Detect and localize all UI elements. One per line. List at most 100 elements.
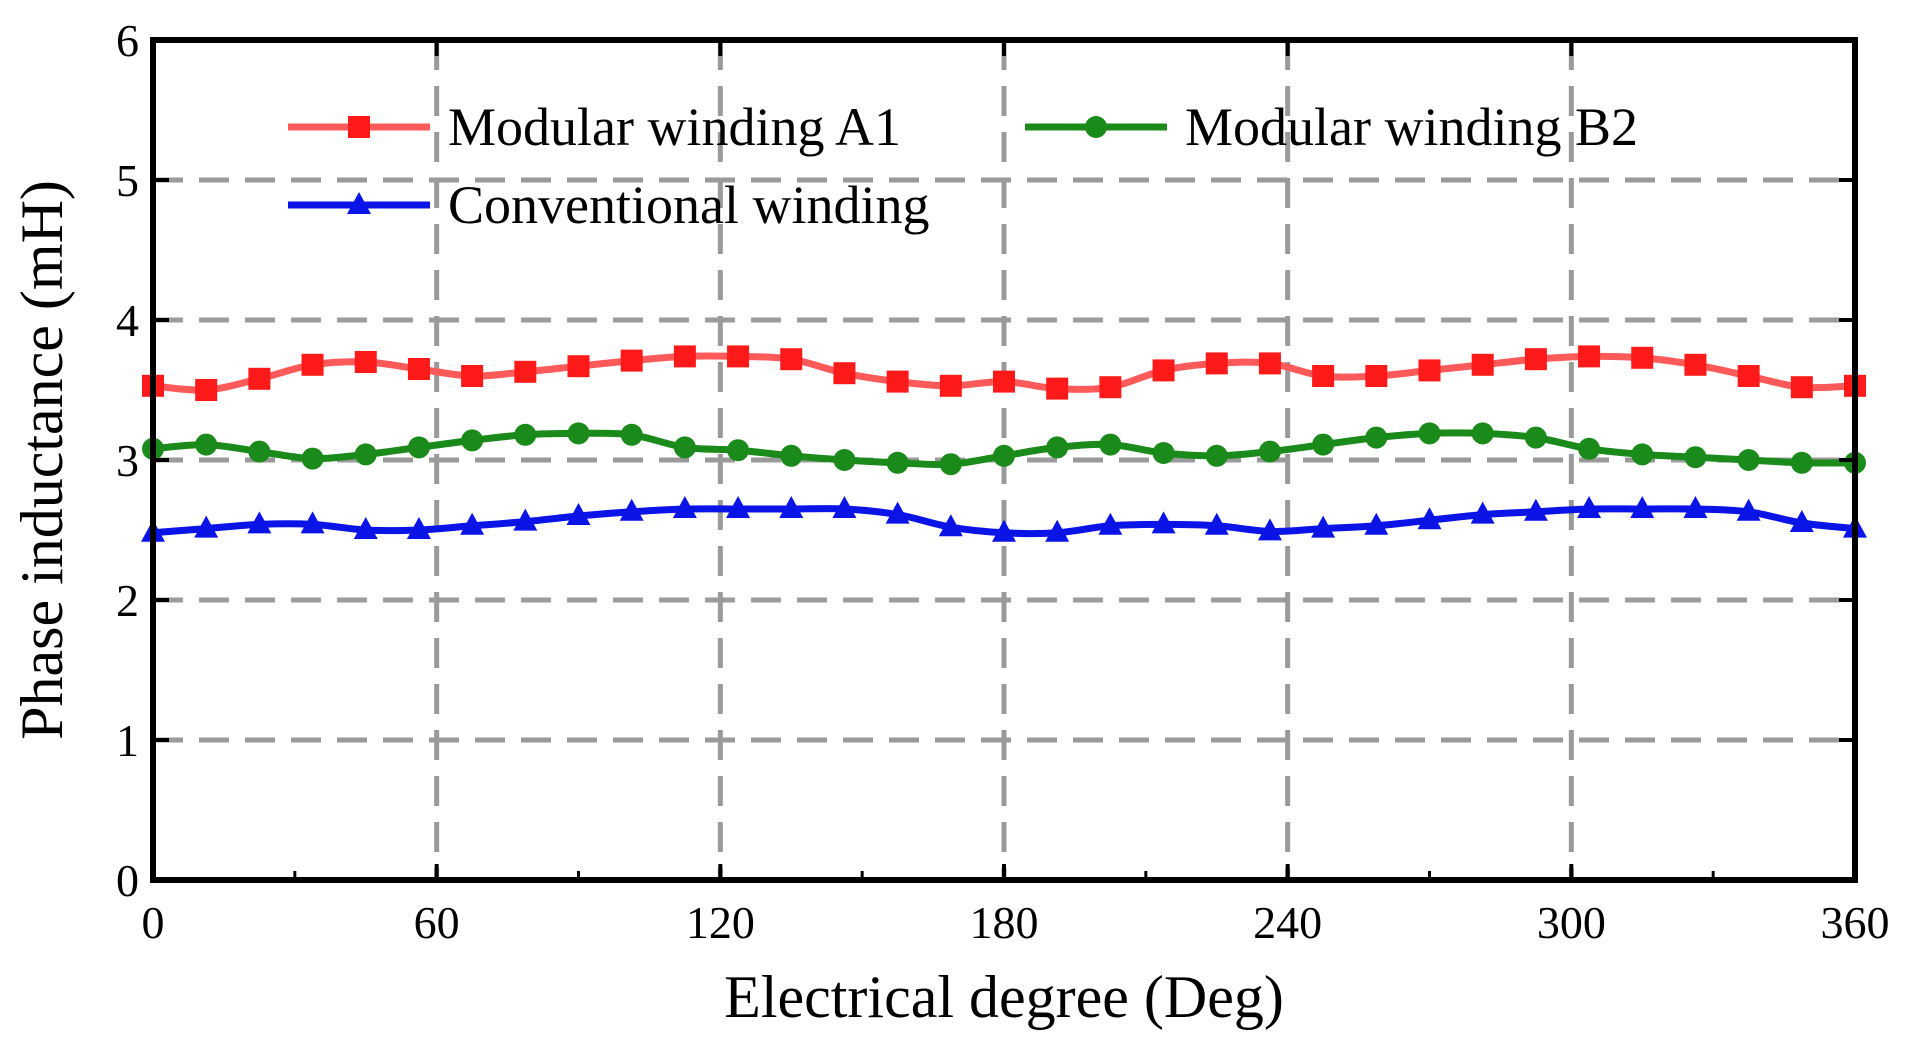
data-point (567, 355, 590, 378)
data-point (1258, 352, 1281, 375)
data-point (1684, 353, 1707, 376)
axes: 0 60 120 180 240 300 360 0 1 2 3 4 5 6 (116, 15, 1890, 948)
data-point (939, 374, 962, 397)
data-point (1312, 365, 1335, 387)
data-point (461, 429, 484, 452)
data-point (195, 433, 218, 456)
data-point (1737, 365, 1760, 387)
data-point (938, 514, 963, 537)
data-point (673, 436, 696, 459)
data-point (993, 444, 1015, 467)
x-tick-label: 240 (1253, 897, 1322, 948)
series-layer (141, 345, 1867, 542)
data-point (780, 348, 803, 371)
data-point (1364, 512, 1389, 535)
data-point (1152, 359, 1175, 382)
data-point (885, 501, 910, 524)
data-point (1631, 443, 1654, 466)
data-point (620, 423, 643, 446)
data-point (1737, 449, 1760, 471)
x-tick-label: 180 (970, 897, 1039, 948)
data-point (620, 349, 643, 372)
data-point (993, 370, 1015, 393)
y-tick-label: 6 (116, 15, 139, 66)
data-point (1311, 515, 1336, 538)
data-point (514, 360, 537, 383)
data-point (248, 440, 271, 463)
data-point (727, 345, 750, 368)
legend-item-conventional-winding: Conventional winding (288, 175, 929, 235)
legend-item-modular-winding-a1: Modular winding A1 (288, 97, 901, 157)
data-point (1577, 496, 1602, 518)
legend-marker (348, 116, 370, 138)
legend-marker (347, 192, 371, 214)
data-point (1471, 422, 1494, 445)
y-tick-label: 5 (116, 155, 139, 206)
data-point (1204, 512, 1229, 535)
data-point (354, 443, 377, 466)
data-point (1045, 519, 1070, 542)
data-point (1152, 442, 1175, 464)
data-point (566, 503, 591, 525)
x-tick-label: 60 (414, 897, 460, 948)
data-point (1046, 377, 1069, 400)
data-point (1524, 426, 1547, 449)
legend-label: Conventional winding (448, 175, 929, 235)
data-point (727, 439, 750, 462)
data-point (1257, 518, 1282, 541)
data-point (1630, 496, 1655, 518)
data-point (1789, 510, 1814, 532)
data-point (301, 447, 324, 470)
data-point (407, 436, 430, 459)
x-tick-label: 120 (686, 897, 755, 948)
data-point (1205, 352, 1228, 375)
data-point (1683, 496, 1708, 518)
data-point (513, 508, 538, 531)
data-point (1098, 512, 1123, 535)
data-point (1790, 451, 1813, 474)
y-tick-label: 2 (116, 575, 139, 626)
y-tick-label: 3 (116, 435, 139, 486)
x-axis-title: Electrical degree (Deg) (724, 964, 1284, 1030)
data-point (354, 351, 377, 373)
data-point (1205, 444, 1228, 467)
data-point (407, 358, 430, 380)
data-point (1365, 426, 1388, 449)
data-point (992, 519, 1016, 542)
legend: Modular winding A1 Modular winding B2 Conv… (288, 97, 1638, 235)
data-point (1099, 433, 1122, 456)
data-point (833, 449, 856, 471)
data-point (1151, 511, 1176, 534)
data-point (1046, 436, 1069, 459)
y-axis-title: Phase inductance (mH) (9, 180, 75, 740)
data-point (1631, 346, 1654, 369)
data-point (1258, 440, 1281, 463)
legend-label: Modular winding A1 (448, 97, 901, 157)
data-point (1578, 437, 1601, 460)
y-tick-label: 4 (116, 295, 139, 346)
data-point (461, 365, 484, 387)
series-modular-winding-a1 (142, 345, 1866, 401)
data-point (832, 496, 857, 518)
legend-marker (1085, 116, 1107, 138)
legend-label: Modular winding B2 (1185, 97, 1638, 157)
data-point (195, 379, 218, 401)
data-point (1790, 376, 1813, 399)
data-point (1099, 376, 1122, 399)
data-point (1684, 446, 1707, 469)
x-tick-label: 0 (142, 897, 165, 948)
data-point (194, 515, 219, 538)
data-point (1417, 507, 1442, 530)
y-tick-label: 1 (116, 715, 139, 766)
data-point (301, 353, 324, 376)
data-point (1471, 353, 1494, 376)
data-point (1736, 498, 1761, 521)
data-point (779, 496, 804, 518)
data-point (1470, 501, 1495, 524)
data-point (1524, 348, 1547, 371)
series-conventional-winding (141, 496, 1867, 542)
data-point (886, 451, 909, 474)
data-point (780, 444, 803, 467)
data-point (939, 453, 962, 476)
